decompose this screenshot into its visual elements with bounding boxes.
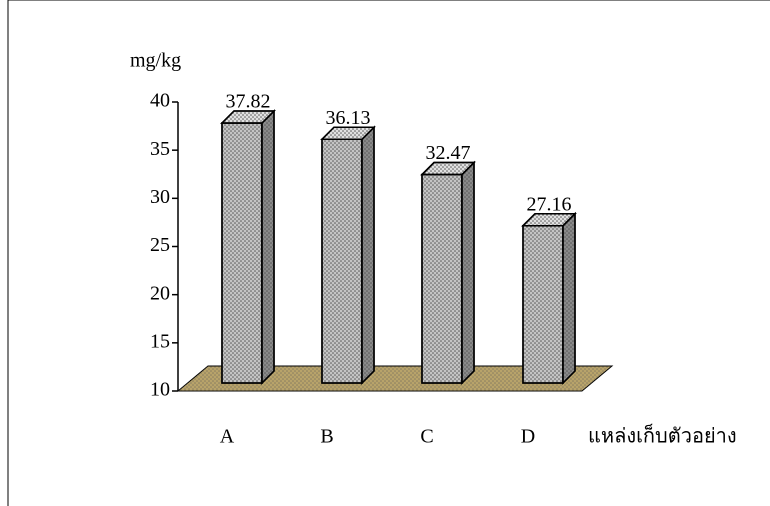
bar (521, 211, 577, 385)
bar (320, 125, 376, 385)
bar-front-texture (321, 138, 363, 384)
y-tick-label: 40 (150, 90, 170, 112)
y-tick-label: 15 (150, 330, 170, 352)
bar-top-texture (220, 110, 276, 124)
bar-top-texture (521, 212, 577, 227)
bar-top-texture (320, 126, 376, 141)
value-label: 37.82 (226, 91, 271, 113)
x-tick-label: B (320, 426, 333, 448)
y-tick-label: 20 (150, 282, 170, 304)
frame (7, 0, 770, 506)
bar-side-texture (261, 109, 275, 385)
x-tick-label: A (220, 426, 235, 448)
bar-side-texture (461, 160, 475, 385)
y-axis-label: mg/kg (130, 50, 181, 72)
value-label: 36.13 (326, 107, 371, 129)
value-label: 27.16 (527, 193, 572, 215)
bar (220, 109, 276, 385)
x-tick-label: C (420, 426, 433, 448)
floor-texture (178, 366, 612, 391)
bar-front-texture (421, 173, 463, 384)
bar-top-texture (420, 161, 476, 176)
y-tick-label: 35 (150, 138, 170, 160)
y-tick-label: 30 (150, 186, 170, 208)
x-axis-label: แหล่งเก็บตัวอย่าง (588, 423, 737, 448)
bar-side-texture (361, 125, 375, 385)
value-label: 32.47 (426, 142, 471, 164)
bar-front-texture (221, 122, 263, 384)
y-tick-label: 25 (150, 234, 170, 256)
x-tick-label: D (521, 426, 535, 448)
bar-side-texture (562, 211, 576, 385)
bar (420, 160, 476, 385)
y-tick-label: 10 (150, 379, 170, 401)
bar-front-texture (522, 224, 564, 384)
